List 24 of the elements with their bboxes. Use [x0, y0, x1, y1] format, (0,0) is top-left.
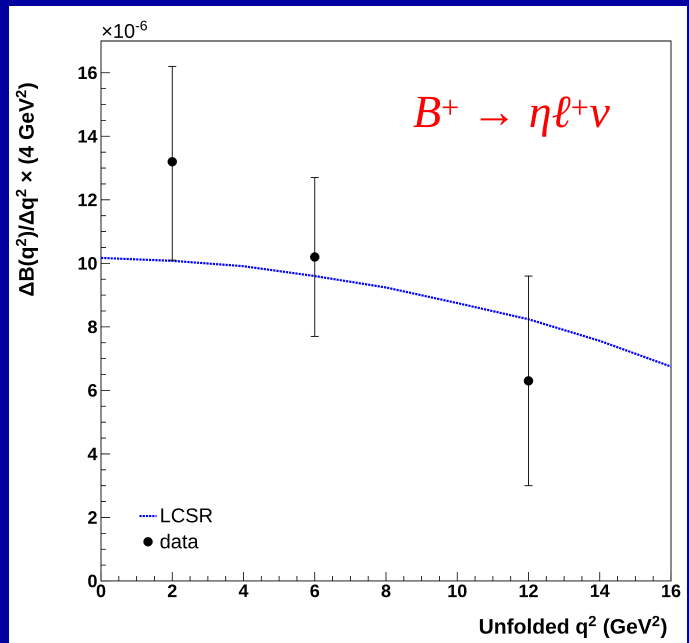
- y-tick-label: 6: [88, 384, 97, 397]
- x-tick-label: 10: [448, 584, 467, 598]
- x-tick-label: 0: [96, 584, 106, 598]
- y-tick-label: 2: [88, 511, 97, 524]
- y-tick-label: 16: [78, 66, 97, 80]
- y-axis-title: ΔB(q$^{2}$)/Δq$^{2}$ × (4 GeV$^{2}$): [16, 83, 38, 296]
- legend-label: LCSR: [161, 508, 212, 522]
- x-tick-label: 12: [520, 584, 538, 598]
- text: B$^{+}$ → ηℓ$^{+}$ν: [413, 96, 610, 137]
- y-tick-label: 0: [88, 574, 97, 588]
- y-tick-label: 8: [88, 320, 97, 334]
- x-tick-label: 2: [168, 584, 177, 598]
- x-tick-label: 6: [310, 584, 320, 598]
- text: ×10$^{-6}$: [102, 20, 147, 38]
- legend-label: data: [160, 534, 199, 548]
- x-tick-label: 14: [590, 584, 610, 597]
- x-tick-label: 4: [238, 584, 248, 597]
- y-tick-label: 12: [78, 194, 97, 206]
- y-tick-label: 10: [78, 256, 97, 270]
- x-tick-label: 8: [382, 584, 390, 598]
- x-tick-label: 16: [662, 584, 680, 598]
- y-tick-label: 14: [78, 130, 98, 142]
- y-tick-label: 4: [88, 448, 98, 460]
- x-axis-title: Unfolded q$^{2}$ (GeV$^{2}$): [480, 616, 666, 638]
